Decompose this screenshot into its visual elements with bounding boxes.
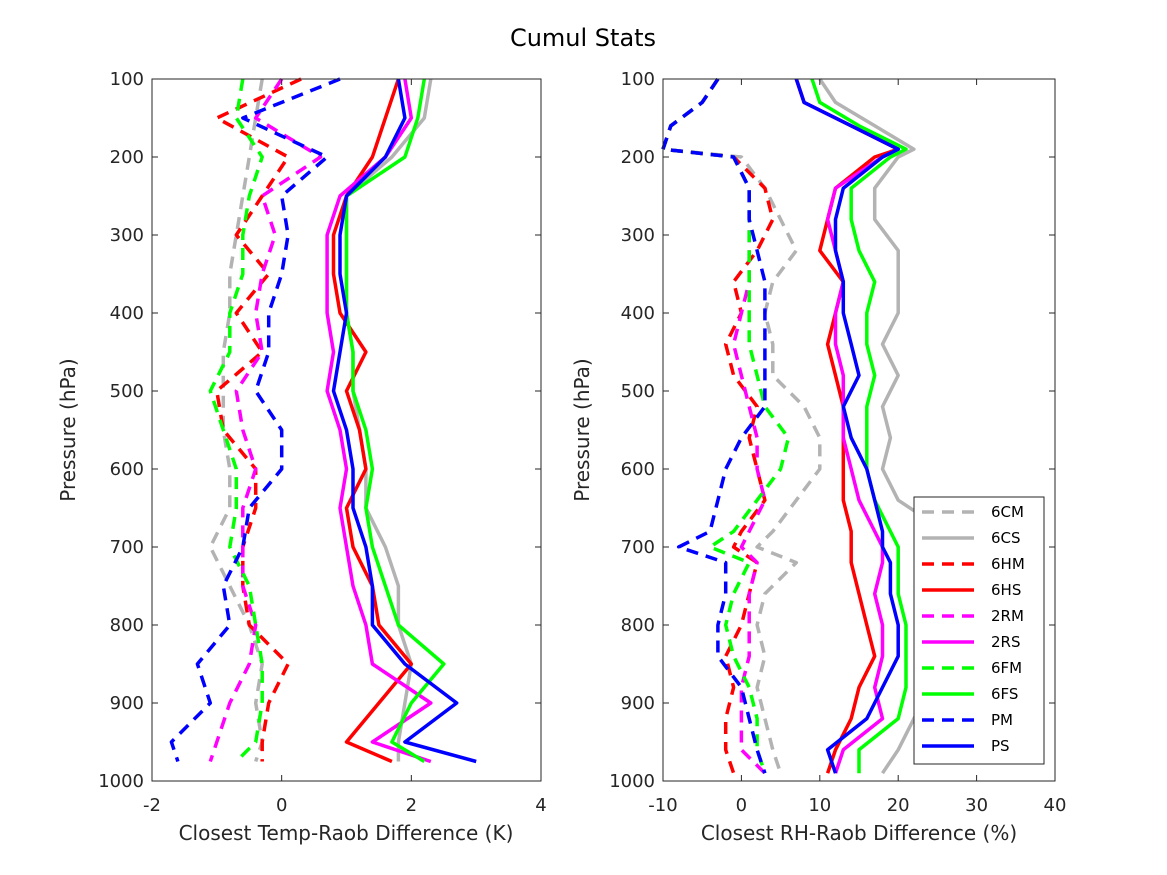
rh-series-pm [661,78,767,774]
temp-y-tick-label: 800 [110,615,144,636]
rh-series-ps [794,78,900,774]
temp-y-tick-label: 100 [110,69,144,90]
rh-series-6hm [661,78,775,774]
figure-title: Cumul Stats [510,24,656,52]
rh-y-tick-label: 1000 [609,771,655,792]
temp-plot-area [169,77,477,764]
rh-x-tick-label: 10 [808,795,831,816]
legend-label-6hs: 6HS [991,581,1021,599]
rh-x-tick-label: 20 [887,795,910,816]
temp-series-ps [331,78,477,764]
temp-series-6cm [208,78,264,763]
rh-x-tick-label: 40 [1044,795,1067,816]
rh-y-tick-label: 100 [621,69,655,90]
rh-y-tick-label: 500 [621,381,655,402]
temp-y-tick-label: 300 [110,225,144,246]
rh-x-tick-label: 0 [736,795,747,816]
temp-x-ticks: -2 0 2 4 [143,79,547,816]
legend: 6CM 6CS 6HM 6HS 2RM 2RS 6FM 6FS PM PS [913,496,1045,765]
temp-y-tick-label: 500 [110,381,144,402]
temp-series-2rs [325,78,433,764]
rh-y-tick-label: 600 [621,459,655,480]
rh-y-tick-label: 800 [621,615,655,636]
temp-series-pm [169,77,341,763]
legend-label-6fm: 6FM [991,659,1022,677]
temp-series-6hm [215,77,302,762]
rh-y-ticks: 100 200 300 400 500 600 700 800 900 1000 [609,69,1055,792]
temp-y-axis-title: Pressure (hPa) [56,358,80,501]
rh-panel: -10 0 10 20 30 40 100 200 300 400 500 600 700 800 900… [570,69,1066,845]
rh-x-axis-title: Closest RH-Raob Difference (%) [701,821,1017,845]
temp-x-tick-label: 0 [276,795,287,816]
legend-label-2rm: 2RM [991,607,1024,625]
temp-y-tick-label: 200 [110,147,144,168]
rh-y-tick-label: 200 [621,147,655,168]
legend-label-2rs: 2RS [991,633,1021,651]
legend-label-6cm: 6CM [991,503,1024,521]
temp-series-6fm [208,78,264,763]
temp-y-ticks: 100 200 300 400 500 600 700 800 900 1000 [98,69,541,792]
temp-y-tick-label: 900 [110,693,144,714]
temp-x-tick-label: 2 [406,795,417,816]
rh-x-ticks: -10 0 10 20 30 40 [648,79,1066,816]
legend-label-6fs: 6FS [991,685,1018,703]
rh-y-tick-label: 300 [621,225,655,246]
temp-y-tick-label: 400 [110,303,144,324]
rh-y-tick-label: 400 [621,303,655,324]
legend-items: 6CM 6CS 6HM 6HS 2RM 2RS 6FM 6FS PM PS [922,503,1025,755]
rh-plot-area [661,78,995,775]
rh-x-tick-label: 30 [965,795,988,816]
rh-axes-frame [662,78,1056,782]
rh-series-6cm [661,78,822,774]
rh-y-axis-title: Pressure (hPa) [570,358,594,501]
rh-series-6fs [810,78,908,774]
legend-label-pm: PM [991,711,1013,729]
legend-label-ps: PS [991,737,1010,755]
temp-series-2rm [208,78,323,763]
rh-y-tick-label: 900 [621,693,655,714]
temp-axes-frame [151,78,542,782]
temp-x-tick-label: 4 [535,795,546,816]
legend-label-6hm: 6HM [991,555,1025,573]
rh-x-tick-label: -10 [648,795,677,816]
legend-box [913,496,1045,765]
temp-panel: -2 0 2 4 100 200 300 400 500 600 700 800 900 1000 Cl… [56,69,547,845]
rh-y-tick-label: 700 [621,537,655,558]
legend-label-6cs: 6CS [991,529,1021,547]
temp-x-tick-label: -2 [143,795,161,816]
temp-y-tick-label: 700 [110,537,144,558]
temp-y-tick-label: 600 [110,459,144,480]
temp-x-axis-title: Closest Temp-Raob Difference (K) [179,821,514,845]
temp-y-tick-label: 1000 [98,771,144,792]
